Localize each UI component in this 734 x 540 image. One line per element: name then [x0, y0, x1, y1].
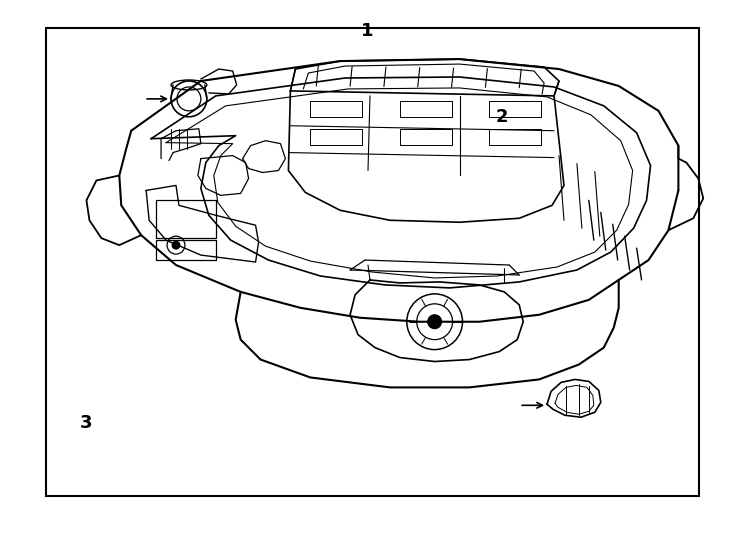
Text: 2: 2 — [496, 108, 509, 126]
Text: 1: 1 — [360, 22, 374, 40]
Bar — [156, 240, 216, 260]
Bar — [156, 200, 216, 238]
Circle shape — [172, 241, 180, 249]
Bar — [46, 28, 700, 496]
Text: 3: 3 — [79, 414, 92, 432]
Circle shape — [428, 315, 442, 329]
